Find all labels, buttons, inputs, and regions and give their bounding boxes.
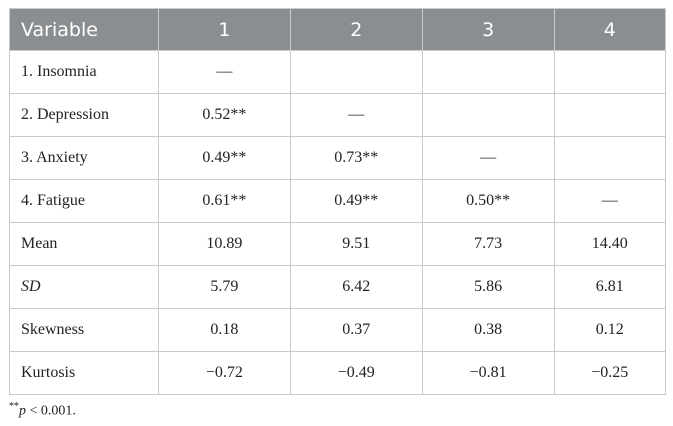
row-label: Kurtosis <box>9 351 159 395</box>
cell: 0.38 <box>421 308 555 352</box>
empty-cell <box>421 93 555 137</box>
row-label: Skewness <box>9 308 159 352</box>
row-label: SD <box>9 265 159 309</box>
cell: −0.81 <box>421 351 555 395</box>
cell: 0.18 <box>158 308 291 352</box>
table-row: Kurtosis −0.72 −0.49 −0.81 −0.25 <box>9 351 667 395</box>
cell: 0.49** <box>158 136 291 180</box>
header-cell: 2 <box>289 8 423 51</box>
footnote: **p < 0.001. <box>9 401 76 420</box>
row-label: 4. Fatigue <box>9 179 159 223</box>
header-row: Variable 1 2 3 4 <box>9 8 667 51</box>
table-row: 3. Anxiety 0.49** 0.73** — <box>9 136 667 180</box>
cell: — <box>421 136 555 180</box>
cell: 0.12 <box>553 308 667 352</box>
table-row: 2. Depression 0.52** — <box>9 93 667 137</box>
cell: 10.89 <box>158 222 291 266</box>
cell: −0.49 <box>289 351 423 395</box>
cell: 7.73 <box>421 222 555 266</box>
cell: 14.40 <box>553 222 667 266</box>
table-row: Mean 10.89 9.51 7.73 14.40 <box>9 222 667 266</box>
footnote-symbol: p <box>19 403 26 419</box>
footnote-text: < 0.001. <box>26 403 76 419</box>
cell: 5.79 <box>158 265 291 309</box>
cell: — <box>553 179 667 223</box>
header-cell: 1 <box>158 8 291 51</box>
cell: 0.73** <box>289 136 423 180</box>
cell: 9.51 <box>289 222 423 266</box>
cell: 6.81 <box>553 265 667 309</box>
empty-cell <box>553 93 667 137</box>
table-body: 1. Insomnia —2. Depression 0.52** —3. Anxie… <box>9 50 667 395</box>
cell: 0.52** <box>158 93 291 137</box>
table-row: Skewness 0.18 0.37 0.38 0.12 <box>9 308 667 352</box>
table-header: Variable 1 2 3 4 <box>9 8 667 51</box>
cell: 0.49** <box>289 179 423 223</box>
empty-cell <box>553 136 667 180</box>
correlation-table: Variable 1 2 3 4 1. Insomnia —2. Depression 0.… <box>9 8 667 395</box>
cell: 0.37 <box>289 308 423 352</box>
cell: 0.50** <box>421 179 555 223</box>
empty-cell <box>289 50 423 94</box>
row-label: Mean <box>9 222 159 266</box>
cell: 6.42 <box>289 265 423 309</box>
row-label: 2. Depression <box>9 93 159 137</box>
header-cell: 4 <box>553 8 667 51</box>
table-row: 1. Insomnia — <box>9 50 667 94</box>
cell: 0.61** <box>158 179 291 223</box>
footnote-marker: ** <box>9 401 19 412</box>
cell: −0.25 <box>553 351 667 395</box>
row-label: 3. Anxiety <box>9 136 159 180</box>
table-row: SD 5.79 6.42 5.86 6.81 <box>9 265 667 309</box>
header-cell: Variable <box>9 8 159 51</box>
row-label: 1. Insomnia <box>9 50 159 94</box>
header-cell: 3 <box>421 8 555 51</box>
cell: −0.72 <box>158 351 291 395</box>
cell: — <box>289 93 423 137</box>
empty-cell <box>553 50 667 94</box>
empty-cell <box>421 50 555 94</box>
table-row: 4. Fatigue 0.61** 0.49** 0.50** — <box>9 179 667 223</box>
cell: — <box>158 50 291 94</box>
cell: 5.86 <box>421 265 555 309</box>
